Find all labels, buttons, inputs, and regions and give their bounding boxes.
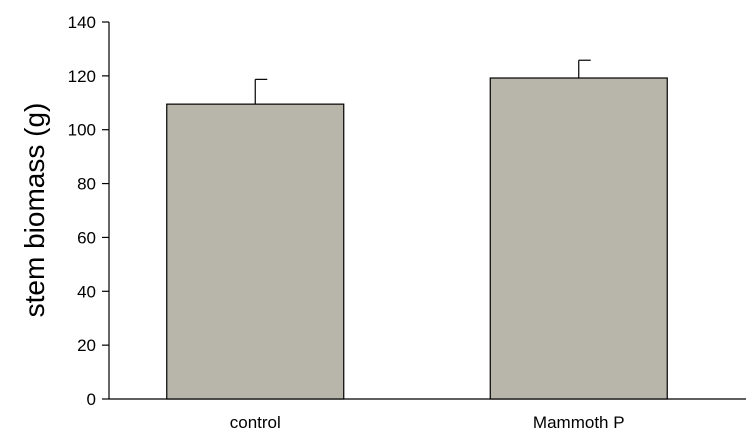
x-axis-labels: control Mammoth P [230,413,625,432]
bar-mammoth-p [489,77,668,400]
y-tick-label: 20 [77,336,96,355]
error-bars-layer [254,59,591,105]
y-tick-label: 140 [68,13,96,32]
y-tick-label: 80 [77,175,96,194]
y-axis-title: stem biomass (g) [19,103,50,318]
y-tick-label: 100 [68,121,96,140]
y-axis-ticks: 0 20 40 60 80 100 120 140 [68,13,109,409]
bars-layer [166,77,668,400]
x-category-label: control [230,413,281,432]
y-tick-label: 120 [68,67,96,86]
y-tick-label: 0 [87,390,96,409]
y-tick-label: 40 [77,282,96,301]
x-category-label: Mammoth P [533,413,625,432]
bar-control [166,103,345,400]
y-tick-label: 60 [77,228,96,247]
